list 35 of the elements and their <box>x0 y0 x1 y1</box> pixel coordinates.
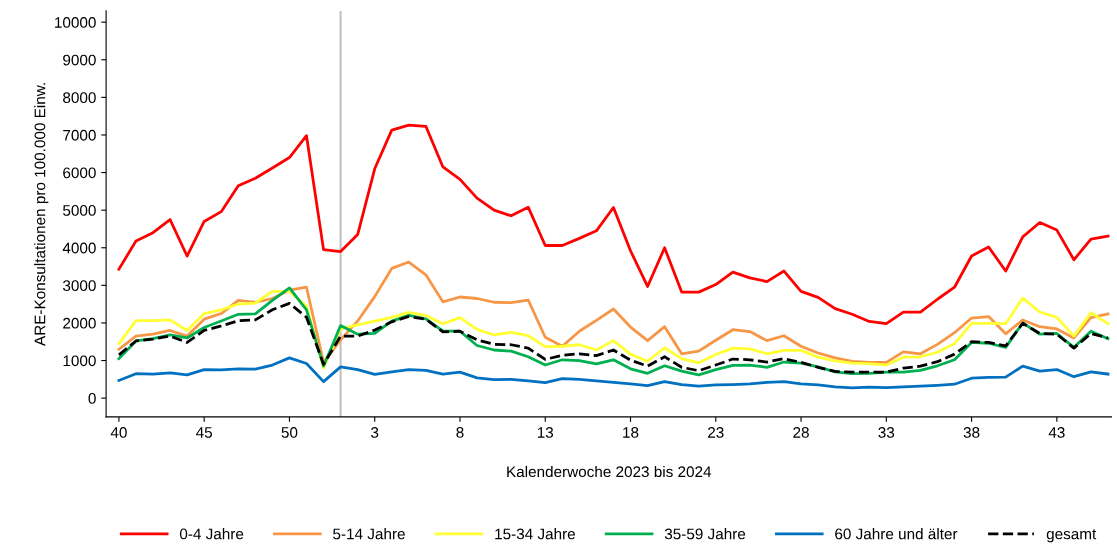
x-axis-title: Kalenderwoche 2023 bis 2024 <box>507 465 712 478</box>
x-tick-label: 3 <box>371 427 379 438</box>
x-tick-label: 45 <box>196 427 213 438</box>
legend-label: gesamt <box>1046 529 1097 543</box>
line-series <box>117 123 1110 326</box>
y-tick-label: 10000 <box>55 17 96 28</box>
x-tick-label: 28 <box>793 427 809 438</box>
legend-label: 15-34 Jahre <box>495 528 575 540</box>
x-tick-label: 43 <box>1048 427 1065 438</box>
legend-label: 35-59 Jahre <box>664 528 746 540</box>
legend-label: 5-14 Jahre <box>333 528 405 540</box>
y-tick-label: 7000 <box>63 129 96 141</box>
x-tick-label: 40 <box>110 427 127 438</box>
y-tick-label: 8000 <box>63 92 96 104</box>
line-series <box>117 260 1110 364</box>
y-tick-label: 5000 <box>63 205 96 216</box>
y-tick-label: 4000 <box>62 242 96 254</box>
legend-label: 0-4 Jahre <box>179 528 244 540</box>
y-tick-label: 0 <box>88 393 96 404</box>
y-tick-label: 6000 <box>63 167 96 179</box>
line-series <box>117 356 1110 390</box>
x-tick-label: 50 <box>281 427 298 438</box>
x-tick-label: 18 <box>623 427 639 438</box>
y-tick-label: 9000 <box>63 54 96 66</box>
line-series <box>117 302 1110 374</box>
y-axis-title: ARE-Konsultationen pro 100.000 Einw. <box>34 83 49 346</box>
x-tick-label: 33 <box>878 427 895 438</box>
y-tick-label: 1000 <box>63 355 96 367</box>
y-tick-label: 3000 <box>62 280 96 292</box>
x-tick-label: 13 <box>537 427 554 438</box>
x-tick-label: 8 <box>456 427 464 438</box>
x-tick-label: 38 <box>963 427 980 438</box>
legend-label: 60 Jahre und älter <box>835 528 958 540</box>
y-tick-label: 2000 <box>63 317 96 329</box>
x-tick-label: 23 <box>708 427 724 438</box>
